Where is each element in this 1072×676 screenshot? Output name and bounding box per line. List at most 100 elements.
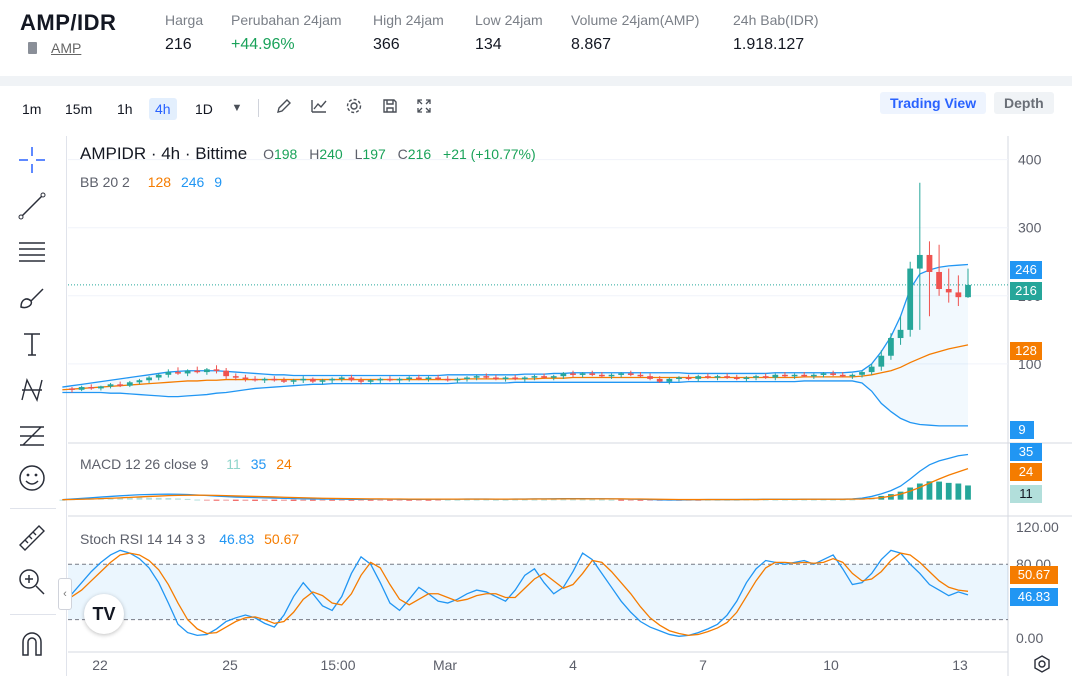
macd-histogram-bar bbox=[618, 499, 625, 501]
candle-body bbox=[387, 378, 393, 381]
timeframe-15m[interactable]: 15m bbox=[65, 101, 93, 117]
candle-body bbox=[849, 374, 856, 377]
macd-histogram-bar bbox=[926, 481, 933, 500]
candle-body bbox=[464, 377, 470, 380]
timeframe-1m[interactable]: 1m bbox=[22, 101, 42, 117]
candle-body bbox=[965, 284, 971, 298]
stat-high: High 24jam 366 bbox=[373, 12, 444, 54]
legend-high: 240 bbox=[319, 146, 343, 162]
candle-body bbox=[830, 373, 837, 375]
candle-body bbox=[704, 376, 711, 378]
macd-histogram-bar bbox=[550, 499, 557, 501]
signal-badge: 24 bbox=[1010, 463, 1042, 481]
macd-histogram-bar bbox=[936, 481, 942, 500]
macd-label: MACD 12 26 close 9 bbox=[80, 456, 209, 472]
bb-lower-value: 9 bbox=[214, 174, 223, 190]
candle-body bbox=[175, 372, 181, 374]
text-tool-icon[interactable] bbox=[14, 326, 50, 362]
bb-lower-badge: 9 bbox=[1010, 421, 1034, 439]
candle-body bbox=[512, 377, 519, 380]
crosshair-icon[interactable] bbox=[14, 142, 50, 178]
candle-body bbox=[367, 380, 374, 382]
macd-histogram-bar bbox=[570, 499, 576, 501]
stoch-tick-label: 0.00 bbox=[1016, 630, 1043, 646]
toolbar-divider bbox=[258, 99, 259, 117]
macd-histogram-bar bbox=[203, 499, 210, 501]
fullscreen-icon[interactable] bbox=[413, 97, 435, 119]
collapse-toolbar-button[interactable]: ‹ bbox=[58, 578, 72, 610]
trend-line-icon[interactable] bbox=[14, 188, 50, 224]
prediction-tool-icon[interactable] bbox=[14, 418, 50, 454]
brush-icon[interactable] bbox=[14, 280, 50, 316]
candle-body bbox=[801, 374, 808, 377]
asset-link-label[interactable]: AMP bbox=[51, 40, 82, 56]
macd-histogram-bar bbox=[348, 499, 355, 501]
stat-volume: Volume 24jam(AMP) 8.867 bbox=[571, 12, 699, 54]
candle-body bbox=[589, 373, 596, 375]
macd-histogram-bar bbox=[223, 499, 230, 501]
macd-histogram-bar bbox=[406, 499, 413, 501]
candle-body bbox=[724, 376, 731, 378]
stat-value: 366 bbox=[373, 36, 400, 53]
stoch-d-badge: 50.67 bbox=[1010, 566, 1058, 584]
macd-histogram-bar bbox=[820, 499, 827, 501]
macd-histogram-bar bbox=[541, 499, 547, 501]
macd-histogram-bar bbox=[897, 491, 904, 500]
settings-gear-icon[interactable] bbox=[343, 97, 365, 119]
macd-histogram-bar bbox=[377, 499, 384, 501]
candle-body bbox=[252, 378, 258, 381]
stat-value: +44.96% bbox=[231, 36, 295, 53]
macd-hist-value: 11 bbox=[226, 456, 241, 472]
timeframe-1h[interactable]: 1h bbox=[117, 101, 133, 117]
legend-title: AMPIDR · 4h · Bittime bbox=[80, 144, 248, 163]
asset-link[interactable]: AMP bbox=[28, 40, 82, 56]
candle-body bbox=[396, 378, 403, 381]
trading-view-button[interactable]: Trading View bbox=[880, 92, 987, 114]
macd-histogram-bar bbox=[502, 499, 509, 501]
save-icon[interactable] bbox=[379, 97, 401, 119]
stoch-d-line bbox=[62, 552, 969, 637]
chart-legend-main: AMPIDR · 4h · Bittime O198 H240 L197 C21… bbox=[80, 144, 542, 164]
candle-body bbox=[165, 372, 172, 375]
candle-body bbox=[194, 370, 201, 373]
tradingview-logo[interactable]: TV bbox=[84, 594, 124, 634]
timeframe-dropdown-icon[interactable]: ▼ bbox=[231, 102, 243, 114]
candle-body bbox=[281, 380, 287, 382]
drawing-pen-icon[interactable] bbox=[273, 97, 295, 119]
indicators-icon[interactable] bbox=[308, 97, 330, 119]
horizontal-lines-icon[interactable] bbox=[14, 234, 50, 270]
chart-settings-icon[interactable] bbox=[1032, 654, 1052, 674]
macd-signal-line bbox=[62, 468, 969, 501]
candle-body bbox=[271, 378, 278, 381]
timeframe-1d[interactable]: 1D bbox=[195, 101, 213, 117]
candle-body bbox=[888, 338, 894, 356]
zoom-in-icon[interactable] bbox=[14, 564, 50, 600]
candle-body bbox=[300, 378, 307, 381]
bb-lower-line bbox=[62, 380, 968, 427]
candle-body bbox=[358, 380, 364, 382]
candle-body bbox=[435, 377, 441, 380]
candle-body bbox=[637, 374, 644, 377]
candle-body bbox=[329, 378, 336, 381]
macd-histogram-bar bbox=[367, 499, 374, 501]
candle-body bbox=[232, 376, 239, 378]
candle-body bbox=[88, 387, 95, 389]
emoji-icon[interactable] bbox=[14, 460, 50, 496]
bb-label: BB 20 2 bbox=[80, 174, 130, 190]
macd-histogram-bar bbox=[810, 499, 817, 501]
macd-histogram-bar bbox=[589, 499, 596, 501]
macd-histogram-bar bbox=[801, 499, 808, 501]
ruler-icon[interactable] bbox=[14, 520, 50, 556]
macd-histogram-bar bbox=[319, 499, 326, 501]
pattern-tool-icon[interactable] bbox=[14, 372, 50, 408]
candle-body bbox=[772, 374, 779, 378]
macd-histogram-bar bbox=[232, 499, 239, 501]
depth-button[interactable]: Depth bbox=[994, 92, 1054, 114]
timeframe-4h[interactable]: 4h bbox=[149, 98, 177, 120]
candle-body bbox=[839, 374, 846, 377]
magnet-icon[interactable] bbox=[14, 626, 50, 662]
macd-legend: MACD 12 26 close 9 11 35 24 bbox=[80, 456, 298, 472]
macd-histogram-bar bbox=[358, 499, 364, 501]
candle-body bbox=[290, 380, 297, 382]
